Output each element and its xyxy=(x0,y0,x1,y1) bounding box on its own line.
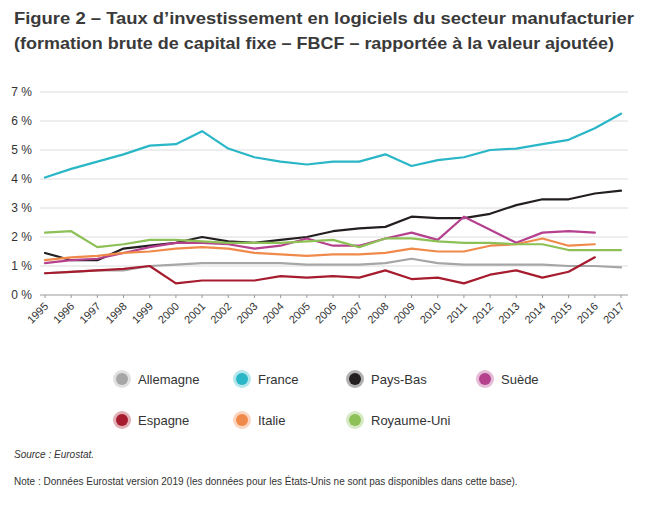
legend-marker xyxy=(116,373,128,385)
legend-marker xyxy=(349,414,361,426)
y-tick-label: 2 % xyxy=(11,230,32,244)
x-tick-label: 2002 xyxy=(208,300,234,326)
x-tick-label: 1999 xyxy=(129,300,155,326)
x-tick-label: 1998 xyxy=(103,300,129,326)
x-tick-label: 2016 xyxy=(574,300,600,326)
y-tick-label: 6 % xyxy=(11,114,32,128)
y-axis: 0 % 1 % 2 % 3 % 4 % 5 % 6 % 7 % xyxy=(11,85,628,302)
x-tick-label: 2017 xyxy=(601,300,627,326)
legend-marker xyxy=(236,414,248,426)
x-tick xyxy=(568,295,569,298)
chart: Figure 2 – Taux d’investissement en logi… xyxy=(0,0,656,511)
x-tick xyxy=(280,295,281,298)
legend-marker-ring xyxy=(233,370,251,388)
series-line xyxy=(45,191,621,261)
x-tick-label: 2007 xyxy=(339,300,365,326)
x-tick-label: 2000 xyxy=(156,300,182,326)
title: Figure 2 – Taux d’investissement en logi… xyxy=(14,9,634,28)
series-line xyxy=(45,259,621,274)
x-tick xyxy=(123,295,124,298)
grid-line xyxy=(40,92,628,93)
grid-line xyxy=(40,208,628,209)
x-tick-label: 2001 xyxy=(182,300,208,326)
y-tick-label: 7 % xyxy=(11,85,32,99)
legend-label: France xyxy=(258,372,298,387)
legend-label: Espagne xyxy=(138,413,189,428)
legend-marker-ring xyxy=(233,411,251,429)
series-line xyxy=(45,231,621,250)
legend: Allemagne France Pays-Bas Suède Espagne Itali… xyxy=(113,370,539,429)
series-group xyxy=(45,114,621,284)
legend-marker xyxy=(479,373,491,385)
x-tick-label: 1997 xyxy=(77,300,103,326)
legend-marker-ring xyxy=(476,370,494,388)
subtitle: (formation brute de capital fixe – FBCF … xyxy=(14,34,614,53)
y-tick-label: 3 % xyxy=(11,201,32,215)
x-tick-label: 2010 xyxy=(417,300,443,326)
legend-label: Suède xyxy=(501,372,539,387)
y-tick-label: 5 % xyxy=(11,143,32,157)
x-tick-label: 2004 xyxy=(260,300,286,326)
legend-marker-ring xyxy=(346,370,364,388)
x-tick xyxy=(516,295,517,298)
x-tick xyxy=(175,295,176,298)
legend-label: Allemagne xyxy=(138,372,199,387)
grid-line xyxy=(40,295,628,296)
series-line xyxy=(45,114,621,178)
x-tick-label: 2015 xyxy=(548,300,574,326)
legend-label: Royaume-Uni xyxy=(371,413,451,428)
x-tick xyxy=(202,295,203,298)
x-tick-label: 2009 xyxy=(391,300,417,326)
x-tick xyxy=(254,295,255,298)
x-tick xyxy=(97,295,98,298)
x-tick xyxy=(621,295,622,298)
y-tick-label: 0 % xyxy=(11,288,32,302)
x-tick-label: 2011 xyxy=(444,300,469,325)
x-tick xyxy=(45,295,46,298)
legend-label: Italie xyxy=(258,413,285,428)
x-tick-label: 2003 xyxy=(234,300,260,326)
x-tick-label: 2012 xyxy=(470,300,496,326)
legend-marker xyxy=(116,414,128,426)
x-tick xyxy=(385,295,386,298)
y-tick-label: 4 % xyxy=(11,172,32,186)
legend-marker-ring xyxy=(346,411,364,429)
x-tick xyxy=(463,295,464,298)
x-tick-label: 2013 xyxy=(496,300,522,326)
legend-marker-ring xyxy=(113,411,131,429)
x-tick xyxy=(333,295,334,298)
x-tick xyxy=(228,295,229,298)
x-tick-label: 1996 xyxy=(51,300,77,326)
annotation: Note : Données Eurostat version 2019 (le… xyxy=(14,475,518,487)
x-tick xyxy=(490,295,491,298)
legend-marker-ring xyxy=(113,370,131,388)
grid-line xyxy=(40,121,628,122)
x-tick xyxy=(411,295,412,298)
series-line xyxy=(45,257,595,283)
x-tick xyxy=(437,295,438,298)
x-tick-label: 2005 xyxy=(286,300,312,326)
x-tick-label: 2014 xyxy=(522,300,548,326)
grid-line xyxy=(40,237,628,238)
x-tick xyxy=(594,295,595,298)
x-tick-label: 1995 xyxy=(25,300,51,326)
x-tick-label: 2008 xyxy=(365,300,391,326)
annotation: Source : Eurostat. xyxy=(14,449,94,460)
x-tick xyxy=(149,295,150,298)
x-tick xyxy=(359,295,360,298)
grid-line xyxy=(40,179,628,180)
x-tick xyxy=(306,295,307,298)
legend-marker xyxy=(349,373,361,385)
x-axis: 1995199619971998199920002001200220032004… xyxy=(25,295,627,326)
x-tick xyxy=(71,295,72,298)
y-tick-label: 1 % xyxy=(11,259,32,273)
legend-label: Pays-Bas xyxy=(371,372,427,387)
x-tick xyxy=(542,295,543,298)
legend-marker xyxy=(236,373,248,385)
x-tick-label: 2006 xyxy=(313,300,339,326)
grid-line xyxy=(40,150,628,151)
